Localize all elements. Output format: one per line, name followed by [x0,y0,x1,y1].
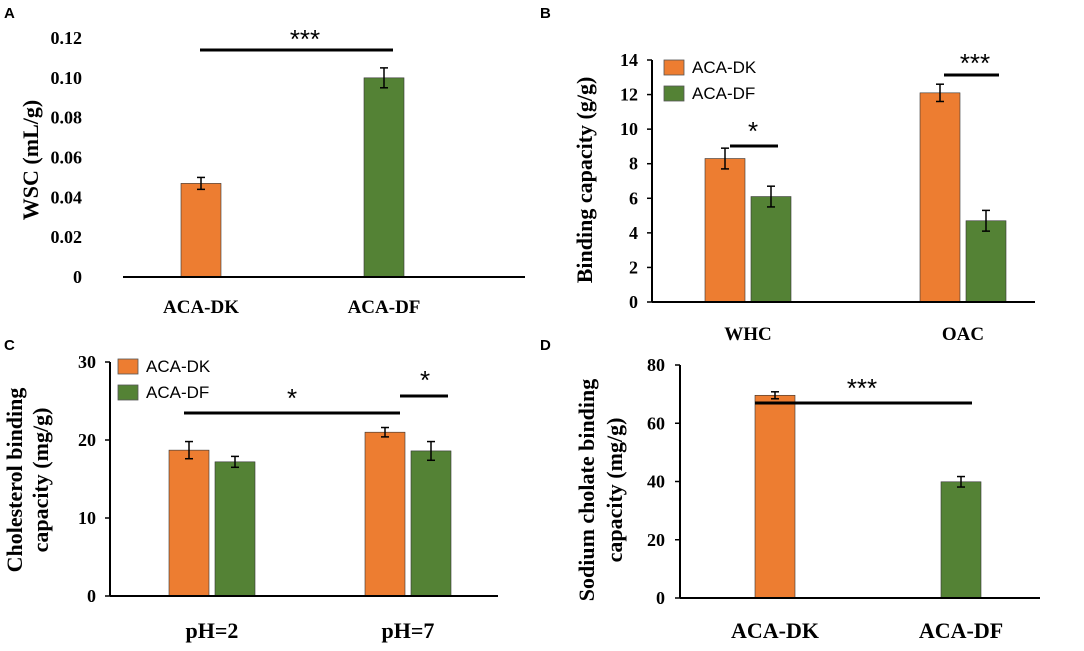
x-tick-label: WHC [724,324,772,345]
bar [704,158,746,303]
y-tick-label: 0.06 [51,148,83,168]
legend-swatch-aca-df [117,384,139,401]
y-tick-label: 0 [87,586,96,606]
y-tick-label: 0.10 [51,68,83,88]
bars [168,426,452,597]
y-tick-labels: 0 0.02 0.04 0.06 0.08 0.10 0.12 [51,28,83,287]
y-tick-label: 12 [620,85,638,105]
panel-label-b: B [540,5,551,22]
x-tick-label: pH=7 [382,618,435,643]
significance [184,394,448,415]
bar [940,481,982,599]
x-tick-label: ACA-DK [731,618,819,643]
x-tick-label: pH=2 [186,618,239,643]
significance [730,73,999,148]
y-axis-label: Binding capacity (g/g) [572,77,597,284]
y-tick-labels: 0 10 20 30 [78,352,110,606]
bar [750,196,792,303]
chart-d: Sodium cholate binding capacity (mg/g) 0… [574,355,1040,643]
y-tick-label: 10 [620,119,638,139]
legend-label: ACA-DK [692,58,757,77]
y-axis-label-line2: capacity (mg/g) [602,418,627,563]
y-axis-label-line1: Cholesterol binding [2,388,27,573]
bar [919,92,961,303]
bar [214,461,256,597]
y-tick-label: 80 [647,355,665,375]
bars [754,391,982,599]
legend-label: ACA-DF [692,84,755,103]
y-tick-label: 0.12 [51,28,83,48]
legend-swatch-aca-dk [117,358,139,375]
bar [168,449,210,597]
legend-label: ACA-DF [146,383,209,402]
y-tick-label: 10 [78,508,96,528]
bars [180,67,405,278]
y-tick-label: 0 [629,292,638,312]
y-tick-label: 6 [629,188,638,208]
y-tick-labels: 0 20 40 60 80 [647,355,680,608]
y-tick-label: 8 [629,154,638,174]
significance-label: *** [290,24,320,54]
legend-swatch-aca-dk [663,59,685,76]
y-tick-label: 0 [656,588,665,608]
y-tick-label: 40 [647,472,665,492]
bars [704,83,1007,303]
y-axis-label-line1: Sodium cholate binding [574,379,599,602]
significance-label: *** [960,48,990,78]
y-tick-label: 0.08 [51,108,83,128]
chart-c: Cholesterol binding capacity (mg/g) 0 10 2… [2,352,498,643]
y-axis-label: WSC (mL/g) [18,100,43,220]
y-tick-label: 14 [620,50,638,70]
bar [410,450,452,597]
panel-label-d: D [540,337,551,354]
y-tick-label: 2 [629,257,638,277]
x-tick-label: ACA-DK [163,297,239,318]
y-tick-label: 0 [73,267,82,287]
chart-a: WSC (mL/g) 0 0.02 0.04 0.06 0.08 0.10 0.12 ACA… [18,24,525,318]
bar [180,183,222,278]
y-tick-label: 4 [629,223,638,243]
significance-label: *** [847,373,877,403]
bar [363,77,405,278]
y-tick-labels: 0 2 4 6 8 10 12 14 [620,50,652,312]
x-tick-label: ACA-DF [348,297,421,318]
panel-label-a: A [4,5,15,22]
legend-swatch-aca-df [663,85,685,102]
y-tick-label: 30 [78,352,96,372]
legend-label: ACA-DK [146,357,211,376]
significance-label: * [287,383,297,413]
x-tick-label: OAC [942,324,984,345]
y-tick-label: 0.02 [51,227,83,247]
chart-b: Binding capacity (g/g) 0 2 4 6 8 10 12 14 WHC O… [572,48,1035,345]
y-axis-label-line2: capacity (mg/g) [28,408,53,553]
significance-label: * [748,116,758,146]
y-tick-label: 20 [647,530,665,550]
panel-label-c: C [4,337,15,354]
significance-label: * [420,365,430,395]
y-tick-label: 60 [647,413,665,433]
bar [364,431,406,597]
y-tick-label: 20 [78,430,96,450]
bar [965,220,1007,303]
y-tick-label: 0.04 [51,187,83,207]
bar [754,394,796,599]
x-tick-label: ACA-DF [919,618,1003,643]
